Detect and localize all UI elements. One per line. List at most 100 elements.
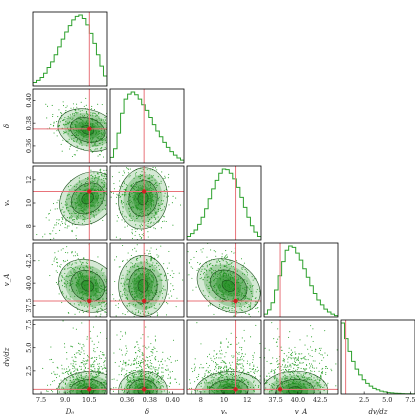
sample-point <box>76 138 79 141</box>
sample-point <box>86 180 88 183</box>
sample-point <box>103 119 105 121</box>
sample-point <box>85 292 88 294</box>
sample-point <box>157 283 159 285</box>
sample-point <box>135 303 137 305</box>
sample-point <box>93 112 95 114</box>
sample-point <box>162 363 164 365</box>
sample-point <box>126 296 128 299</box>
sample-point <box>131 373 133 375</box>
sample-point <box>74 218 76 221</box>
sample-point <box>213 376 215 378</box>
sample-point <box>137 387 139 389</box>
sample-point <box>134 173 137 175</box>
sample-point <box>85 363 87 365</box>
sample-point <box>154 375 156 377</box>
sample-point <box>76 392 78 394</box>
sample-point <box>74 274 76 276</box>
sample-point <box>101 151 103 153</box>
sample-point <box>226 273 228 275</box>
sample-point <box>75 202 78 204</box>
sample-point <box>71 224 73 226</box>
sample-point <box>222 308 224 310</box>
sample-point <box>165 188 167 191</box>
sample-point <box>291 352 293 355</box>
sample-point <box>151 180 153 182</box>
sample-point <box>104 304 106 306</box>
sample-point <box>135 367 137 369</box>
sample-point <box>226 384 228 386</box>
sample-point <box>136 181 138 183</box>
sample-point <box>112 119 113 120</box>
sample-point <box>117 391 118 392</box>
sample-point <box>162 385 164 387</box>
sample-point <box>63 119 65 121</box>
sample-point <box>253 352 256 354</box>
sample-point <box>99 169 101 171</box>
sample-point <box>82 343 84 346</box>
sample-point <box>62 206 64 208</box>
sample-point <box>128 214 130 216</box>
sample-point <box>62 219 64 221</box>
sample-point <box>79 188 81 191</box>
sample-point <box>213 391 215 393</box>
sample-point <box>137 362 140 364</box>
sample-point <box>98 201 100 203</box>
sample-point <box>214 362 217 364</box>
sample-point <box>160 245 162 247</box>
sample-point <box>145 296 147 298</box>
sample-point <box>84 182 87 184</box>
sample-point <box>56 219 58 221</box>
sample-point <box>95 132 97 134</box>
sample-point <box>157 295 159 298</box>
sample-point <box>246 302 248 304</box>
sample-point <box>91 340 93 342</box>
sample-point <box>80 385 82 387</box>
sample-point <box>54 208 56 210</box>
sample-point <box>114 386 115 387</box>
sample-point <box>148 286 150 288</box>
sample-point <box>83 384 85 386</box>
sample-point <box>67 115 69 118</box>
sample-point <box>69 148 71 150</box>
sample-point <box>47 241 48 242</box>
sample-point <box>151 201 153 203</box>
sample-point <box>276 382 278 384</box>
sample-point <box>67 298 69 300</box>
sample-point <box>96 289 98 291</box>
sample-point <box>82 209 84 211</box>
sample-point <box>336 349 338 351</box>
sample-point <box>80 386 82 388</box>
sample-point <box>142 303 144 306</box>
sample-point <box>124 293 126 295</box>
sample-point <box>157 371 159 373</box>
sample-point <box>167 385 169 387</box>
sample-point <box>244 289 246 291</box>
sample-point <box>87 177 89 179</box>
sample-point <box>101 288 103 290</box>
density-panel-delta-vs-D0 <box>33 89 113 163</box>
sample-point <box>155 186 157 189</box>
sample-point <box>100 120 103 122</box>
sample-point <box>75 129 77 132</box>
sample-point <box>69 296 71 298</box>
sample-point <box>125 345 127 347</box>
sample-point <box>75 284 77 286</box>
sample-point <box>138 163 139 164</box>
sample-point <box>61 222 64 225</box>
sample-point <box>70 264 72 266</box>
sample-point <box>144 204 146 206</box>
sample-point <box>253 365 255 367</box>
sample-point <box>326 354 328 356</box>
sample-point <box>203 271 205 274</box>
sample-point <box>77 282 79 284</box>
sample-point <box>91 151 93 153</box>
sample-point <box>119 185 121 187</box>
sample-point <box>83 214 85 216</box>
sample-point <box>233 355 235 357</box>
sample-point <box>238 391 240 393</box>
sample-point <box>111 380 112 381</box>
sample-point <box>94 294 96 297</box>
sample-point <box>274 368 276 371</box>
sample-point <box>232 335 233 336</box>
sample-point <box>120 196 122 198</box>
